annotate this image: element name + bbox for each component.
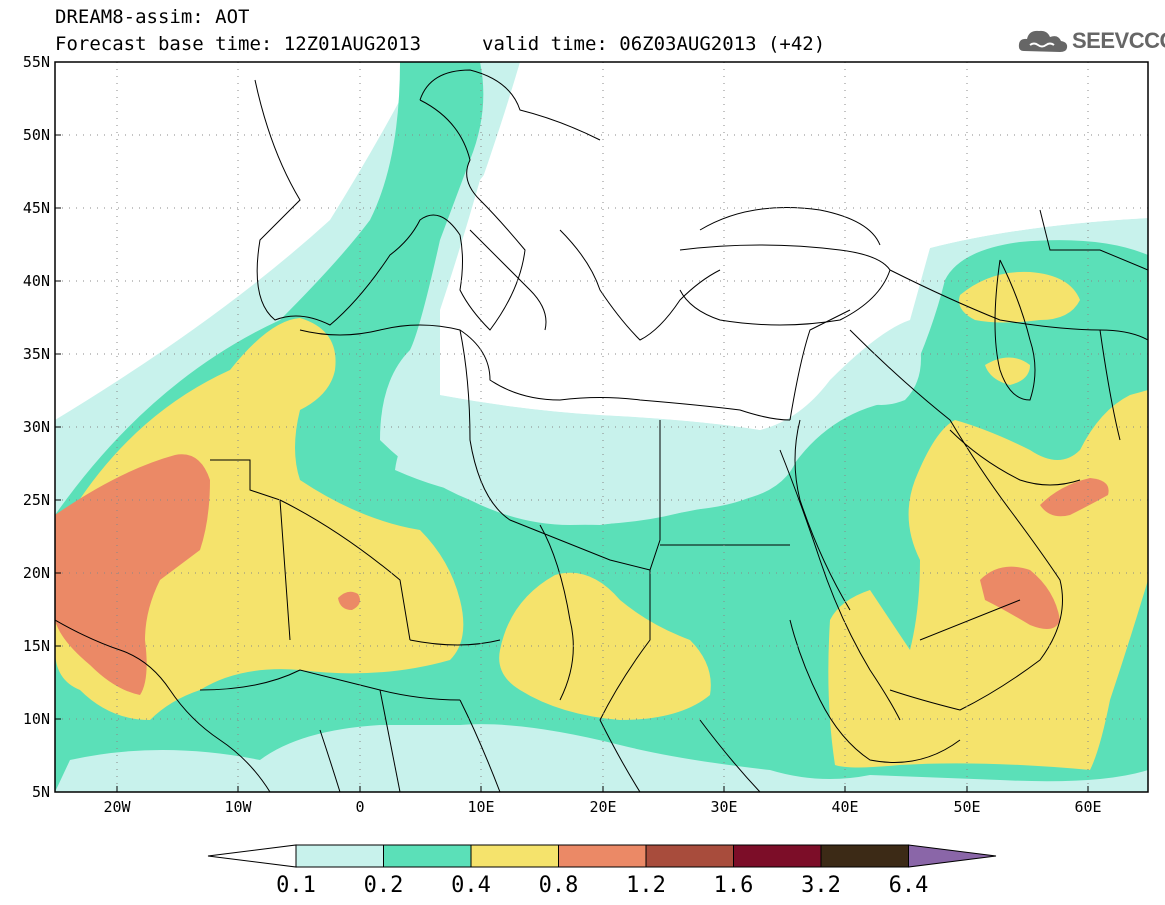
lat-label: 45N (23, 199, 50, 217)
lat-label: 30N (23, 418, 50, 436)
lat-label: 20N (23, 564, 50, 582)
colorbar-label: 0.2 (364, 873, 404, 898)
colorbar-swatch (470, 844, 559, 868)
lon-label: 50E (953, 798, 980, 816)
axis-ticks (55, 134, 1089, 792)
lon-label: 60E (1074, 798, 1101, 816)
lon-label: 40E (831, 798, 858, 816)
logo-text: SEEVCCC (1072, 28, 1165, 53)
chart-title: DREAM8-assim: AOT (55, 6, 250, 28)
colorbar-label: 0.4 (451, 873, 491, 898)
lat-label: 5N (32, 783, 50, 801)
lat-label: 35N (23, 345, 50, 363)
contour-0.8-atlantic (55, 454, 210, 695)
colorbar-under-arrow (207, 844, 297, 868)
lon-label: 30E (710, 798, 737, 816)
colorbar-label: 0.1 (276, 873, 316, 898)
colorbar-swatch (733, 844, 822, 868)
colorbar-label: 6.4 (889, 873, 929, 898)
lon-tick-labels: 20W 10W 0 10E 20E 30E 40E 50E 60E (103, 798, 1101, 816)
seevccc-logo: SEEVCCC (1016, 25, 1165, 57)
colorbar-swatch (295, 844, 384, 868)
colorbar (207, 844, 997, 868)
contour-0.4-caspian (959, 271, 1080, 323)
colorbar-swatch (558, 844, 647, 868)
colorbar-swatch (383, 844, 472, 868)
map-grid (55, 62, 1148, 792)
map-field (55, 62, 1148, 792)
lon-label: 20W (103, 798, 131, 816)
lat-label: 15N (23, 637, 50, 655)
lon-label: 10W (224, 798, 252, 816)
colorbar-swatch (645, 844, 734, 868)
valid-time: valid time: 06Z03AUG2013 (+42) (482, 33, 826, 55)
colorbar-label: 3.2 (801, 873, 841, 898)
lon-label: 10E (467, 798, 494, 816)
lon-label: 0 (355, 798, 364, 816)
contour-0.1-inner2 (860, 344, 921, 405)
lat-label: 50N (23, 126, 50, 144)
lat-label: 40N (23, 272, 50, 290)
contour-0.4-central (499, 572, 711, 720)
cloud-icon (1018, 30, 1068, 52)
lat-tick-labels: 55N 50N 45N 40N 35N 30N 25N 20N 15N 10N … (23, 53, 50, 801)
lat-label: 10N (23, 710, 50, 728)
colorbar-swatch (820, 844, 909, 868)
colorbar-label: 1.2 (626, 873, 666, 898)
forecast-base-time: Forecast base time: 12Z01AUG2013 (55, 33, 422, 55)
country-borders (55, 69, 1148, 792)
lat-label: 25N (23, 491, 50, 509)
colorbar-labels: 0.1 0.2 0.4 0.8 1.2 1.6 3.2 6.4 (276, 873, 928, 898)
contour-0.1-south (55, 744, 830, 792)
lat-label: 55N (23, 53, 50, 71)
lon-label: 20E (589, 798, 616, 816)
colorbar-label: 1.6 (714, 873, 754, 898)
colorbar-label: 0.8 (539, 873, 579, 898)
contour-0.8-oman (980, 566, 1060, 629)
contour-0.4-west (55, 318, 464, 720)
contour-0.8-gulf (1040, 478, 1109, 517)
contour-0.8-mali (338, 591, 360, 610)
colorbar-over-arrow (908, 844, 997, 868)
contour-0.4-iran (985, 357, 1030, 385)
